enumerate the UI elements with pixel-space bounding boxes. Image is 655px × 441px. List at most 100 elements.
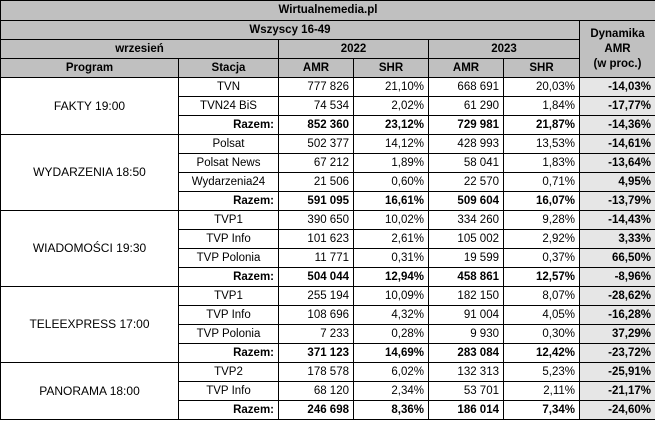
year-2022-header: 2022 [278, 39, 429, 59]
amr-2023-cell: 22 570 [428, 172, 504, 192]
amr-2023-cell: 53 701 [428, 381, 504, 401]
table-row: Wydarzenia24 21 506 0,60% 22 570 0,71% 4,95% [1, 172, 655, 192]
total-label: Razem: [178, 115, 279, 135]
shr-2023-cell: 13,53% [503, 134, 580, 154]
shr-2022-cell: 6,02% [353, 362, 429, 382]
total-label: Razem: [178, 267, 279, 287]
amr-2022-cell: 101 623 [278, 229, 354, 249]
amr-2023-cell: 61 290 [428, 96, 504, 116]
shr-2022-cell: 2,02% [353, 96, 429, 116]
amr-2023-cell: 105 002 [428, 229, 504, 249]
amr-2022-cell: 390 650 [278, 210, 354, 230]
shr-2022-cell: 14,12% [353, 134, 429, 154]
station-cell: TVN [178, 77, 279, 97]
dynamics-cell: -17,77% [579, 96, 655, 116]
amr-2022-cell: 777 826 [278, 77, 354, 97]
dynamics-cell: -24,60% [579, 400, 655, 420]
dynamics-cell: -13,64% [579, 153, 655, 173]
amr-2022-cell: 502 377 [278, 134, 354, 154]
dynamics-cell: -14,43% [579, 210, 655, 230]
table-row: FAKTY 19:00 TVN 777 826 21,10% 668 691 20,03%… [0, 77, 655, 135]
dynamics-cell: -28,62% [579, 286, 655, 306]
shr-2023-cell: 0,30% [503, 324, 580, 344]
shr-2022-cell: 16,61% [353, 191, 429, 211]
shr-2023-cell: 1,84% [503, 96, 580, 116]
amr-2022-cell: 371 123 [278, 343, 354, 363]
dynamics-cell: -21,17% [579, 381, 655, 401]
program-name: WYDARZENIA 18:50 [0, 134, 179, 211]
amr-2022-cell: 852 360 [278, 115, 354, 135]
station-cell: TVP Info [178, 229, 279, 249]
total-label: Razem: [178, 400, 279, 420]
shr-2023-cell: 9,28% [503, 210, 580, 230]
shr-2022-cell: 14,69% [353, 343, 429, 363]
amr-2023-cell: 182 150 [428, 286, 504, 306]
amr-2023-cell: 19 599 [428, 248, 504, 268]
station-cell: TVN24 BiS [178, 96, 279, 116]
amr-2023-cell: 458 861 [428, 267, 504, 287]
shr-2023-cell: 12,42% [503, 343, 580, 363]
dynamics-cell: 4,95% [579, 172, 655, 192]
table-row: TVP Info 101 623 2,61% 105 002 2,92% 3,33% [1, 229, 655, 249]
table-row: TELEEXPRESS 17:00 TVP1 255 194 10,09% 182 15… [0, 286, 655, 363]
shr-2023-cell: 5,23% [503, 362, 580, 382]
station-cell: Polsat News [178, 153, 279, 173]
shr-2022-cell: 1,89% [353, 153, 429, 173]
table-row: TVP Info 68 120 2,34% 53 701 2,11% -21,17% [1, 381, 655, 401]
dynamics-header: Dynamika AMR (w proc.) [579, 20, 655, 78]
table-body: FAKTY 19:00 TVN 777 826 21,10% 668 691 20,03%… [0, 77, 655, 420]
audience-header: Wszyscy 16-49 [0, 20, 580, 40]
shr-2022-cell: 12,94% [353, 267, 429, 287]
amr-2022-cell: 68 120 [278, 381, 354, 401]
amr-2022-cell: 591 095 [278, 191, 354, 211]
shr-2023-cell: 2,11% [503, 381, 580, 401]
amr-2023-cell: 668 691 [428, 77, 504, 97]
col-shr-2023-header: SHR [503, 58, 580, 78]
amr-2022-cell: 67 212 [278, 153, 354, 173]
amr-2023-cell: 428 993 [428, 134, 504, 154]
shr-2022-cell: 0,60% [353, 172, 429, 192]
table-row: PANORAMA 18:00 TVP2 178 578 6,02% 132 313 5,2… [0, 362, 655, 420]
amr-2023-cell: 132 313 [428, 362, 504, 382]
amr-2023-cell: 509 604 [428, 191, 504, 211]
dynamics-cell: -23,72% [579, 343, 655, 363]
dynamics-cell: -25,91% [579, 362, 655, 382]
amr-2022-cell: 246 698 [278, 400, 354, 420]
dynamics-cell: -16,28% [579, 305, 655, 325]
amr-2023-cell: 186 014 [428, 400, 504, 420]
site-title: Wirtualnemedia.pl [0, 0, 655, 21]
total-label: Razem: [178, 191, 279, 211]
amr-2022-cell: 255 194 [278, 286, 354, 306]
col-program-header: Program [0, 58, 179, 78]
shr-2023-cell: 21,87% [503, 115, 580, 135]
amr-2023-cell: 334 260 [428, 210, 504, 230]
station-cell: TVP Polonia [178, 248, 279, 268]
col-amr-2023-header: AMR [428, 58, 504, 78]
dynamics-cell: -14,36% [579, 115, 655, 135]
station-cell: Wydarzenia24 [178, 172, 279, 192]
shr-2023-cell: 7,34% [503, 400, 580, 420]
amr-2022-cell: 178 578 [278, 362, 354, 382]
shr-2023-cell: 0,37% [503, 248, 580, 268]
table-row: Razem: 371 123 14,69% 283 084 12,42% -23,72% [1, 343, 655, 363]
shr-2022-cell: 0,28% [353, 324, 429, 344]
station-cell: TVP1 [178, 286, 279, 306]
shr-2023-cell: 1,83% [503, 153, 580, 173]
table-row: TVP Info 108 696 4,32% 91 004 4,05% -16,28% [1, 305, 655, 325]
amr-2022-cell: 74 534 [278, 96, 354, 116]
table-row: WYDARZENIA 18:50 Polsat 502 377 14,12% 428 9… [0, 134, 655, 211]
dynamics-cell: -13,79% [579, 191, 655, 211]
shr-2022-cell: 10,09% [353, 286, 429, 306]
amr-2022-cell: 21 506 [278, 172, 354, 192]
col-shr-2022-header: SHR [353, 58, 429, 78]
table-row: TVN24 BiS 74 534 2,02% 61 290 1,84% -17,77% [1, 96, 655, 116]
station-cell: TVP Info [178, 305, 279, 325]
amr-2023-cell: 729 981 [428, 115, 504, 135]
station-cell: Polsat [178, 134, 279, 154]
shr-2022-cell: 23,12% [353, 115, 429, 135]
year-2023-header: 2023 [428, 39, 580, 59]
station-cell: TVP2 [178, 362, 279, 382]
program-name: WIADOMOŚCI 19:30 [0, 210, 179, 287]
table-row: TVP Polonia 7 233 0,28% 9 930 0,30% 37,29% [1, 324, 655, 344]
station-cell: TVP Polonia [178, 324, 279, 344]
